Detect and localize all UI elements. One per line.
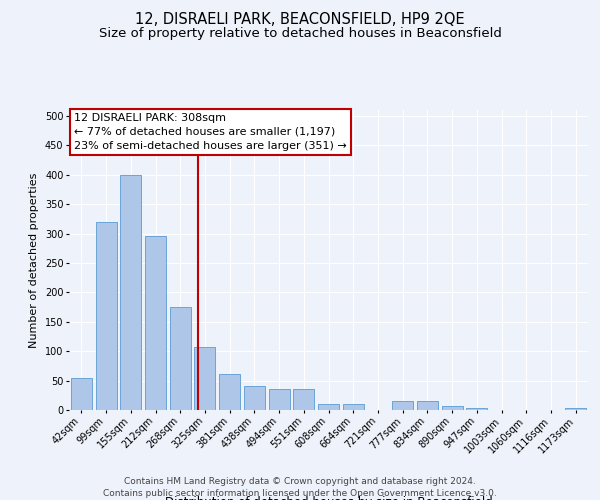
Bar <box>219 374 240 410</box>
Text: 12, DISRAELI PARK, BEACONSFIELD, HP9 2QE: 12, DISRAELI PARK, BEACONSFIELD, HP9 2QE <box>135 12 465 28</box>
Bar <box>145 236 166 410</box>
Bar <box>466 408 487 410</box>
Bar <box>318 404 339 410</box>
Bar <box>244 386 265 410</box>
Bar <box>293 390 314 410</box>
Bar <box>120 174 141 410</box>
Bar <box>170 307 191 410</box>
Bar <box>71 378 92 410</box>
X-axis label: Distribution of detached houses by size in Beaconsfield: Distribution of detached houses by size … <box>164 496 493 500</box>
Bar <box>392 401 413 410</box>
Y-axis label: Number of detached properties: Number of detached properties <box>29 172 39 348</box>
Text: Size of property relative to detached houses in Beaconsfield: Size of property relative to detached ho… <box>98 28 502 40</box>
Bar <box>442 406 463 410</box>
Text: Contains HM Land Registry data © Crown copyright and database right 2024.
Contai: Contains HM Land Registry data © Crown c… <box>103 476 497 498</box>
Bar <box>417 401 438 410</box>
Bar <box>95 222 116 410</box>
Bar <box>343 404 364 410</box>
Text: 12 DISRAELI PARK: 308sqm
← 77% of detached houses are smaller (1,197)
23% of sem: 12 DISRAELI PARK: 308sqm ← 77% of detach… <box>74 113 347 151</box>
Bar <box>194 347 215 410</box>
Bar <box>269 390 290 410</box>
Bar <box>565 408 586 410</box>
